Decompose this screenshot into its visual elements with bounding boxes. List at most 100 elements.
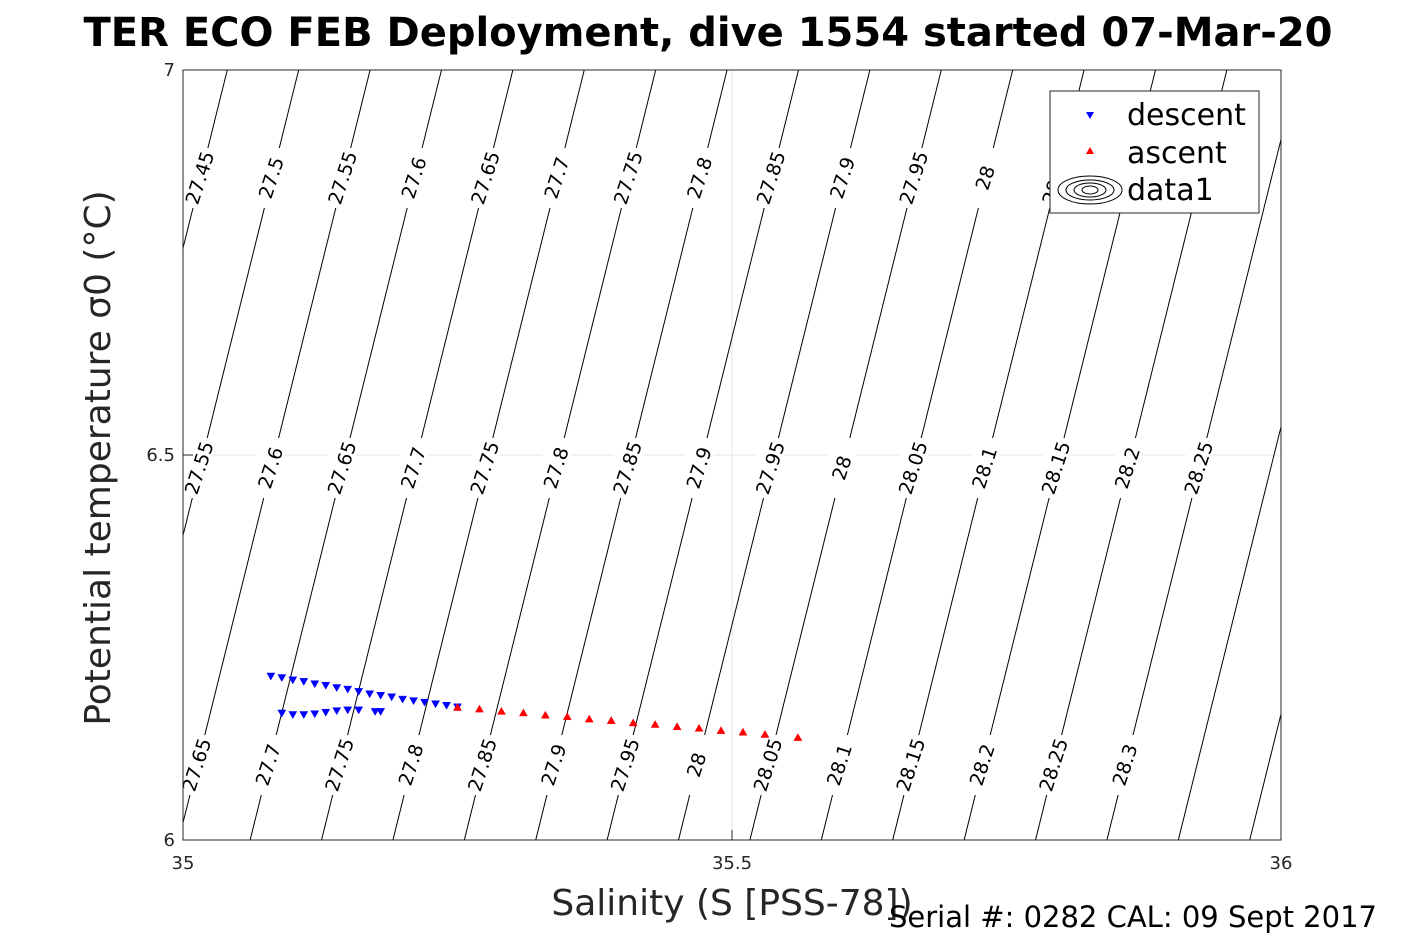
- ascent-point: [496, 706, 506, 715]
- legend-contour-ring: [1065, 179, 1115, 201]
- y-tick-label: 6: [164, 830, 175, 851]
- contour-label-bg: [614, 438, 643, 498]
- ascent-point: [453, 703, 462, 711]
- contour-label-bg: [397, 735, 426, 795]
- contour-label-bg: [257, 148, 286, 208]
- descent-point: [442, 702, 451, 710]
- contour-label-bg: [328, 438, 357, 498]
- ascent-point: [518, 708, 528, 717]
- contour-label-bg: [540, 735, 569, 795]
- contour-label-bg: [754, 735, 783, 795]
- descent-point: [332, 707, 342, 716]
- descent-point: [365, 690, 375, 699]
- ascent-point: [650, 719, 660, 728]
- contour-label-bg: [1185, 438, 1214, 498]
- legend-contour-ring: [1081, 185, 1099, 195]
- descent-point: [288, 676, 298, 685]
- legend-contour-ring: [1057, 175, 1123, 205]
- contour-label-bg: [471, 438, 500, 498]
- descent-series: [266, 672, 462, 719]
- descent-point: [299, 678, 309, 686]
- x-tick-label: 35: [172, 853, 195, 874]
- ascent-point: [738, 727, 748, 736]
- y-tick-label: 6.5: [146, 445, 175, 466]
- legend-contour-ring: [1073, 182, 1107, 198]
- contour-label-bg: [254, 735, 283, 795]
- descent-point: [310, 680, 320, 689]
- y-tick-label: 7: [164, 60, 175, 81]
- contour-label-bg: [614, 148, 643, 208]
- contour-label-bg: [472, 148, 501, 208]
- contour-label-bg: [900, 148, 929, 208]
- contour-label-bg: [829, 148, 858, 208]
- ascent-point: [475, 704, 484, 713]
- serial-cal-footer: Serial #: 0282 CAL: 09 Sept 2017: [889, 900, 1377, 934]
- descent-point: [431, 700, 440, 709]
- descent-point: [266, 672, 276, 681]
- contour-label-bg: [183, 735, 212, 795]
- legend-descent-label: descent: [1127, 98, 1246, 133]
- contour-label-bg: [686, 148, 715, 208]
- ascent-point: [584, 714, 594, 723]
- descent-point: [310, 710, 320, 719]
- contour-label-bg: [756, 438, 785, 498]
- ascent-point: [606, 716, 616, 724]
- contour-label-bg: [326, 735, 355, 795]
- contour-label-bg: [757, 148, 786, 208]
- contour-label-bg: [899, 438, 928, 498]
- contour-label-bg: [468, 735, 497, 795]
- y-axis-label-group: Potential temperature σ0 (°C): [78, 190, 119, 725]
- descent-point: [354, 688, 364, 696]
- ascent-point: [628, 718, 638, 727]
- y-axis-label: Potential temperature σ0 (°C): [78, 190, 119, 725]
- legend-ascent-marker: [1086, 147, 1094, 154]
- ascent-series: [453, 703, 803, 741]
- descent-point: [343, 685, 353, 694]
- isopycnal-line: [1249, 714, 1282, 841]
- ascent-point: [793, 733, 803, 741]
- contour-label-bg: [828, 438, 857, 498]
- contour-label-bg: [1113, 438, 1142, 498]
- descent-point: [288, 711, 298, 719]
- x-tick-label: 36: [1270, 853, 1293, 874]
- contour-label-bg: [257, 438, 286, 498]
- descent-point: [354, 706, 364, 715]
- contour-label-bg: [1040, 735, 1069, 795]
- ascent-point: [716, 726, 726, 734]
- descent-point: [343, 706, 353, 715]
- ascent-point: [540, 710, 550, 719]
- legend-ascent-label: ascent: [1127, 136, 1227, 171]
- x-tick-label: 35.5: [712, 853, 752, 874]
- contour-label-bg: [329, 148, 358, 208]
- descent-point: [321, 681, 331, 690]
- descent-point: [299, 711, 309, 719]
- contour-label-bg: [1042, 438, 1071, 498]
- descent-point: [420, 698, 429, 707]
- contour-label-bg: [400, 148, 429, 208]
- contour-label-bg: [825, 735, 854, 795]
- descent-point: [321, 708, 331, 717]
- descent-point: [277, 709, 287, 718]
- contour-label-bg: [971, 148, 1000, 208]
- contour-label-bg: [1111, 735, 1140, 795]
- contour-label-bg: [185, 438, 214, 498]
- contour-label-bg: [543, 148, 572, 208]
- contour-label-bg: [683, 735, 712, 795]
- legend-contour-icon: [1057, 175, 1123, 205]
- ascent-point: [672, 722, 682, 731]
- contour-label-bg: [968, 735, 997, 795]
- contour-label-bg: [611, 735, 640, 795]
- descent-point: [277, 674, 287, 683]
- descent-point: [332, 684, 342, 693]
- descent-point: [387, 693, 397, 702]
- legend-data1-label: data1: [1127, 173, 1214, 208]
- x-axis-label: Salinity (S [PSS-78]): [551, 883, 912, 924]
- descent-point: [398, 695, 408, 704]
- descent-point: [376, 708, 386, 716]
- contour-label-bg: [897, 735, 926, 795]
- descent-point: [370, 708, 380, 716]
- ascent-point: [562, 712, 572, 721]
- descent-point: [376, 691, 386, 700]
